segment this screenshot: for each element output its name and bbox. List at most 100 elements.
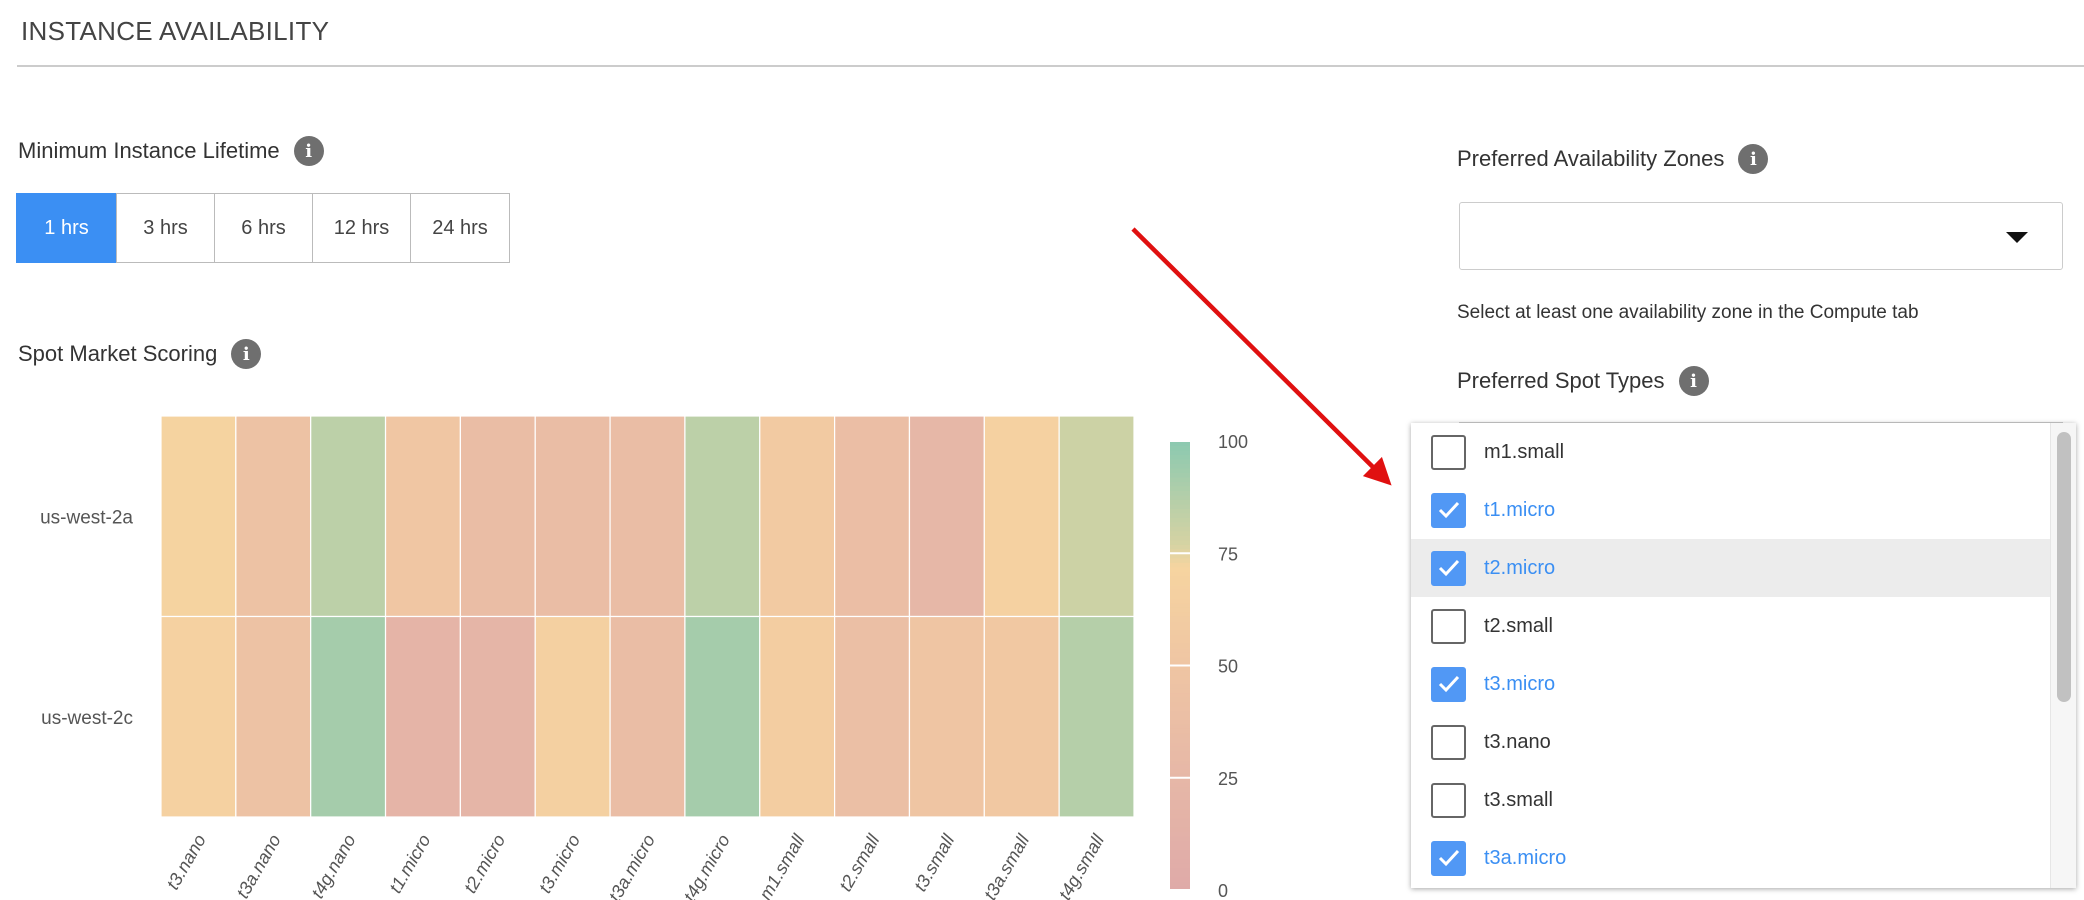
- colorbar-segment: [1170, 764, 1190, 770]
- colorbar-segment: [1170, 885, 1190, 891]
- colorbar-segment: [1170, 755, 1190, 761]
- y-tick-label: us-west-2c: [41, 708, 133, 729]
- checkbox[interactable]: [1431, 434, 1466, 470]
- colorbar-segment: [1170, 530, 1190, 536]
- colorbar-segment: [1170, 593, 1190, 599]
- lifetime-option-button[interactable]: 6 hrs: [214, 193, 313, 263]
- colorbar-segment: [1170, 840, 1190, 846]
- lifetime-button-group: 1 hrs 3 hrs 6 hrs 12 hrs 24 hrs: [16, 193, 510, 263]
- colorbar-segment: [1170, 638, 1190, 644]
- scrollbar-thumb[interactable]: [2057, 432, 2071, 702]
- colorbar-segment: [1170, 598, 1190, 604]
- info-icon[interactable]: i: [1678, 366, 1709, 396]
- heatmap-cell: [759, 615, 836, 818]
- colorbar-segment: [1170, 521, 1190, 527]
- spot-type-option[interactable]: t1.micro: [1411, 481, 2076, 539]
- checkbox[interactable]: [1431, 550, 1466, 586]
- colorbar-segment: [1170, 652, 1190, 658]
- x-tick-label: t3a.small: [980, 830, 1034, 900]
- spot-type-option[interactable]: t3.micro: [1411, 655, 2076, 713]
- colorbar-segment: [1170, 472, 1190, 478]
- lifetime-option-button[interactable]: 3 hrs: [116, 193, 215, 263]
- colorbar-segment: [1170, 611, 1190, 617]
- heatmap-cell: [160, 415, 237, 618]
- heatmap-cell: [609, 615, 686, 818]
- spot-type-option[interactable]: t3a.micro: [1411, 829, 2076, 887]
- colorbar-tick-label: 75: [1218, 544, 1238, 564]
- colorbar-segment: [1170, 804, 1190, 810]
- colorbar-segment: [1170, 571, 1190, 577]
- spot-type-option[interactable]: m1.small: [1411, 423, 2076, 481]
- colorbar-segment: [1170, 620, 1190, 626]
- colorbar-segment: [1170, 508, 1190, 514]
- colorbar-segment: [1170, 503, 1190, 509]
- spot-type-option[interactable]: t3.nano: [1411, 713, 2076, 771]
- colorbar-segment: [1170, 602, 1190, 608]
- colorbar-tick-label: 0: [1218, 881, 1228, 900]
- spot-type-option[interactable]: t3.small: [1411, 771, 2076, 829]
- spot-type-option[interactable]: t2.micro: [1411, 539, 2076, 597]
- info-icon[interactable]: i: [231, 339, 262, 369]
- colorbar-segment: [1170, 629, 1190, 635]
- colorbar-segment: [1170, 705, 1190, 711]
- heatmap-cell: [983, 415, 1060, 618]
- colorbar-segment: [1170, 566, 1190, 572]
- availability-zones-select[interactable]: [1459, 202, 2063, 270]
- colorbar-segment: [1170, 687, 1190, 694]
- colorbar-segment: [1170, 714, 1190, 720]
- colorbar-segment: [1170, 777, 1190, 783]
- x-tick-label: t1.micro: [385, 831, 434, 896]
- colorbar-segment: [1170, 643, 1190, 649]
- heatmap-cell: [834, 415, 911, 618]
- heatmap-cell: [834, 615, 911, 818]
- heatmap-cell: [459, 615, 536, 818]
- colorbar-segment: [1170, 872, 1190, 878]
- check-icon: [1438, 501, 1459, 519]
- colorbar-segment: [1170, 818, 1190, 824]
- lifetime-option-button[interactable]: 12 hrs: [312, 193, 411, 263]
- checkbox[interactable]: [1431, 608, 1466, 644]
- zones-label: Preferred Availability Zones i: [1457, 144, 1769, 174]
- spot-type-option[interactable]: t2.small: [1411, 597, 2076, 655]
- lifetime-option-button[interactable]: 1 hrs: [16, 193, 117, 263]
- lifetime-option-button[interactable]: 24 hrs: [410, 193, 510, 263]
- colorbar-segment: [1170, 678, 1190, 685]
- colorbar-segment: [1170, 876, 1190, 882]
- checkbox[interactable]: [1431, 492, 1466, 528]
- lifetime-label: Minimum Instance Lifetime i: [18, 136, 324, 166]
- x-tick-label: t4g.small: [1055, 830, 1109, 900]
- colorbar-segment: [1170, 625, 1190, 631]
- colorbar-segment: [1170, 773, 1190, 779]
- checkbox[interactable]: [1431, 840, 1466, 876]
- colorbar-segment: [1170, 813, 1190, 819]
- info-icon[interactable]: i: [1738, 144, 1769, 174]
- colorbar-segment: [1170, 589, 1190, 595]
- spot-type-label: m1.small: [1484, 440, 1565, 463]
- colorbar-segment: [1170, 863, 1190, 869]
- colorbar-segment: [1170, 800, 1190, 806]
- colorbar-segment: [1170, 634, 1190, 640]
- spot-types-list: m1.small t1.micro t2.micro t2.small t3.micro…: [1411, 423, 2076, 887]
- info-icon[interactable]: i: [293, 136, 324, 166]
- colorbar-segment: [1170, 607, 1190, 613]
- colorbar-segment: [1170, 723, 1190, 729]
- colorbar-segment: [1170, 445, 1190, 451]
- colorbar-segment: [1170, 759, 1190, 765]
- check-icon: [1438, 849, 1459, 867]
- scrollbar[interactable]: [2050, 423, 2076, 888]
- checkbox[interactable]: [1431, 782, 1466, 818]
- colorbar-segment: [1170, 584, 1190, 590]
- checkbox[interactable]: [1431, 724, 1466, 760]
- heatmap-cell: [534, 415, 611, 618]
- spot-type-label: t3.nano: [1484, 730, 1551, 753]
- spot-type-label: t3.micro: [1484, 672, 1556, 695]
- colorbar-segment: [1170, 831, 1190, 837]
- checkbox[interactable]: [1431, 666, 1466, 702]
- colorbar-segment: [1170, 674, 1190, 680]
- colorbar-segment: [1170, 741, 1190, 747]
- heatmap-cell: [759, 415, 836, 618]
- heatmap-cell: [908, 415, 985, 618]
- colorbar-segment: [1170, 849, 1190, 855]
- colorbar-segment: [1170, 786, 1190, 792]
- heatmap-cell: [235, 415, 312, 618]
